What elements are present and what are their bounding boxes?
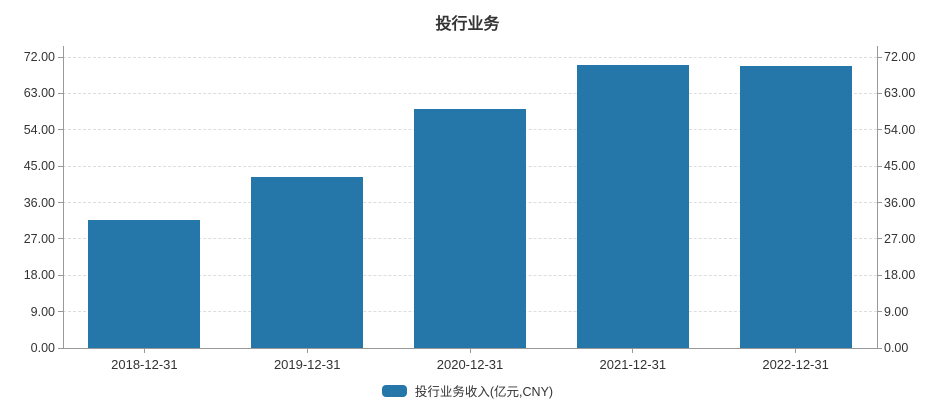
- bar-2022-12-31[interactable]: [739, 66, 852, 348]
- y-axis-label-right: 9.00: [884, 304, 909, 319]
- x-axis-label: 2018-12-31: [111, 357, 178, 372]
- x-axis-tick: [469, 348, 471, 353]
- x-axis-tick: [795, 348, 797, 353]
- y-axis-label-right: 18.00: [884, 268, 916, 283]
- bar-2018-12-31[interactable]: [88, 219, 201, 348]
- bar-2019-12-31[interactable]: [251, 177, 364, 348]
- x-axis-label: 2020-12-31: [436, 357, 504, 372]
- y-axis-label-left: 18.00: [23, 268, 55, 283]
- y-axis-tick-left: [58, 92, 63, 94]
- gridline: [63, 56, 877, 58]
- bar-2020-12-31[interactable]: [414, 109, 526, 348]
- bar-2021-12-31[interactable]: [576, 64, 689, 348]
- y-axis-label-right: 27.00: [884, 231, 916, 246]
- x-axis-tick: [632, 348, 634, 353]
- y-axis-label-left: 54.00: [23, 122, 55, 137]
- y-axis-label-right: 63.00: [884, 86, 916, 101]
- y-axis-tick-right: [877, 56, 882, 58]
- chart-title: 投行业务: [435, 16, 500, 33]
- y-axis-tick-left: [58, 129, 63, 131]
- gridline: [63, 92, 877, 94]
- y-axis-tick-left: [58, 274, 63, 276]
- y-axis-tick-left: [58, 165, 63, 167]
- y-axis-label-left: 72.00: [23, 50, 55, 64]
- y-axis-label-left: 0.00: [30, 341, 55, 355]
- y-axis-tick-left: [58, 202, 63, 203]
- x-axis-tick: [306, 348, 308, 353]
- y-axis-label-left: 36.00: [23, 195, 55, 210]
- y-axis-tick-left: [58, 56, 63, 58]
- y-axis-tick-right: [877, 311, 882, 313]
- y-axis-tick-right: [877, 165, 882, 167]
- y-axis-label-right: 36.00: [884, 195, 916, 210]
- y-axis-line-right: [877, 46, 878, 348]
- x-axis-line: [63, 348, 878, 349]
- y-axis-tick-right: [877, 92, 882, 94]
- y-axis-tick-right: [877, 202, 882, 203]
- y-axis-label-left: 63.00: [23, 86, 55, 101]
- x-axis-label: 2019-12-31: [273, 357, 341, 372]
- y-axis-label-right: 45.00: [884, 159, 916, 174]
- x-axis-label: 2021-12-31: [599, 357, 667, 372]
- legend[interactable]: 投行业务收入(亿元,CNY): [0, 381, 935, 400]
- y-axis-label-left: 9.00: [30, 304, 55, 319]
- y-axis-tick-right: [877, 238, 882, 240]
- y-axis-label-left: 45.00: [23, 159, 55, 174]
- y-axis-tick-left: [58, 238, 63, 240]
- y-axis-tick-left: [58, 347, 63, 349]
- y-axis-label-right: 72.00: [884, 50, 916, 64]
- y-axis-label-left: 27.00: [23, 231, 55, 246]
- y-axis-label-right: 54.00: [884, 122, 916, 137]
- x-axis-label: 2022-12-31: [762, 357, 829, 372]
- y-axis-tick-right: [877, 129, 882, 131]
- y-axis-line-left: [63, 46, 64, 348]
- x-axis-tick: [143, 348, 145, 353]
- legend-swatch-icon: [381, 384, 407, 397]
- y-axis-tick-left: [58, 311, 63, 313]
- y-axis-tick-right: [877, 274, 882, 276]
- legend-label: 投行业务收入(亿元,CNY): [414, 385, 554, 399]
- y-axis-label-right: 0.00: [884, 341, 909, 355]
- y-axis-tick-right: [877, 347, 882, 349]
